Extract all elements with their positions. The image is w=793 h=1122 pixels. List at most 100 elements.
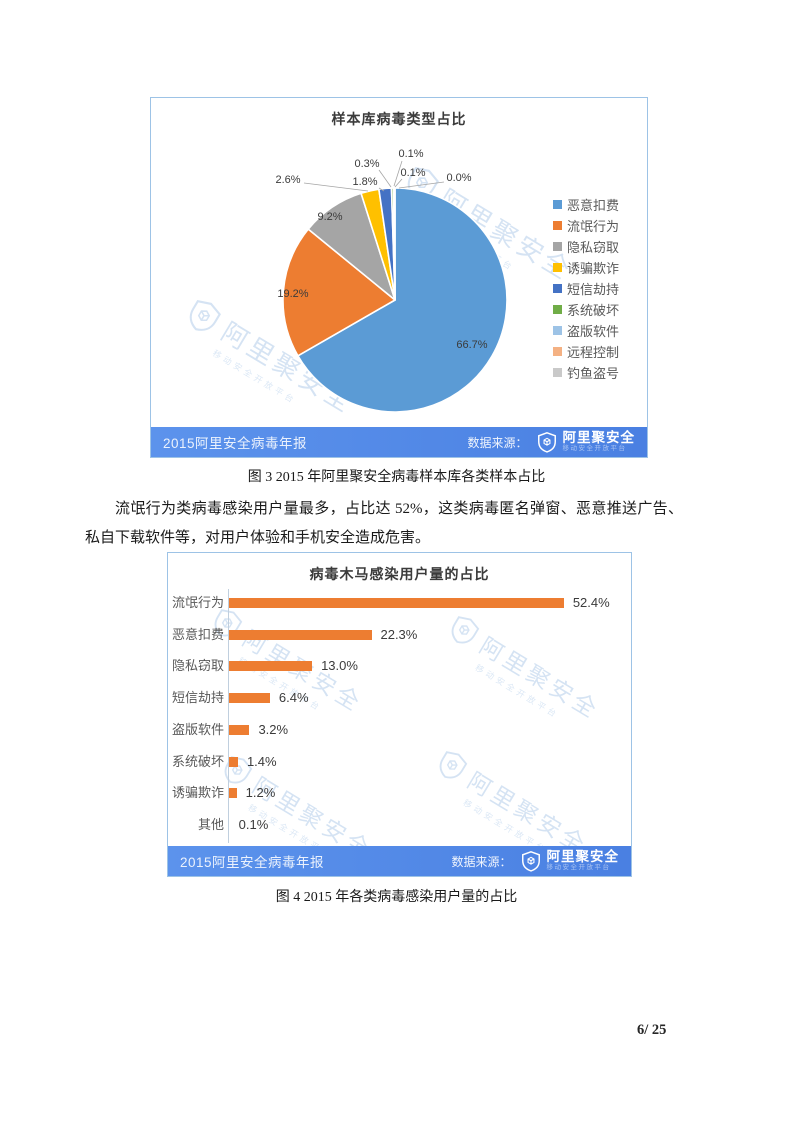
- watermark: 阿里聚安全 移动安全开放平台: [423, 743, 595, 873]
- legend-swatch: [553, 283, 562, 293]
- bar-row-2: 恶意扣费 22.3%: [168, 619, 631, 651]
- pie-data-label: 0.1%: [400, 167, 425, 179]
- shield-logo-icon: [537, 432, 556, 453]
- legend-label: 系统破坏: [567, 302, 620, 318]
- report-name: 2015阿里安全病毒年报: [180, 855, 325, 870]
- legend-label: 远程控制: [567, 344, 620, 360]
- legend-item-3: 隐私窃取: [553, 239, 620, 255]
- shield-logo-icon: [521, 851, 540, 872]
- legend-label: 恶意扣费: [567, 197, 620, 213]
- pie-leader-line: [398, 181, 445, 189]
- page-number: 6/ 25: [637, 1022, 667, 1038]
- pie-data-label: 19.2%: [277, 288, 308, 300]
- bar-plot: 流氓行为 52.4% 恶意扣费 22.3% 隐私窃取 13.0% 短信劫持 6.4% 盗版软件 3…: [168, 553, 631, 846]
- pie-chart-title: 样本库病毒类型占比: [331, 111, 467, 127]
- legend-label: 诱骗欺诈: [567, 260, 620, 276]
- bar-rect: [229, 788, 237, 799]
- legend-item-5: 短信劫持: [553, 281, 620, 297]
- logo-name: 阿里聚安全: [546, 849, 619, 864]
- bar-value-label: 1.4%: [246, 753, 277, 769]
- bar-chart-panel: 阿里聚安全 移动安全开放平台 阿里聚安全 移动安全开放平台 阿里聚安全 移动安全…: [167, 552, 632, 877]
- body-paragraph: 流氓行为类病毒感染用户量最多，占比达 52%，这类病毒匿名弹窗、恶意推送广告、私…: [85, 501, 683, 546]
- aliju-security-logo: 阿里聚安全 移动安全开放平台: [536, 430, 636, 453]
- bar-rect: [229, 724, 250, 735]
- bar-value-label: 13.0%: [321, 658, 358, 674]
- bar-axis-line: [228, 589, 229, 843]
- pie-data-label: 2.6%: [275, 174, 300, 186]
- bar-category-label: 恶意扣费: [171, 626, 224, 642]
- figure-4-caption: 图 4 2015 年各类病毒感染用户量的占比: [275, 890, 518, 905]
- shield-watermark-icon: [451, 616, 480, 644]
- legend-item-4: 诱骗欺诈: [553, 260, 620, 276]
- legend-swatch: [553, 367, 562, 377]
- bar-value-label: 52.4%: [572, 595, 610, 610]
- pie-leader-line: [303, 182, 369, 192]
- bar-rect: [229, 756, 238, 767]
- bar-value-label: 22.3%: [380, 626, 418, 642]
- chart-footer-bar: 2015阿里安全病毒年报 数据来源： 阿里聚安全 移动安全开放平台: [168, 846, 631, 876]
- logo-tagline: 移动安全开放平台: [546, 864, 611, 872]
- legend-swatch: [553, 262, 562, 272]
- bar-row-5: 盗版软件 3.2%: [168, 714, 631, 746]
- bar-rect: [229, 629, 372, 640]
- legend-swatch: [553, 241, 562, 251]
- pie-slice-2: [282, 228, 396, 357]
- watermark: 阿里聚安全 移动安全开放平台: [435, 608, 607, 738]
- watermark: 阿里聚安全 移动安全开放平台: [208, 748, 380, 876]
- pie-data-label: 0.0%: [446, 172, 471, 184]
- pie-data-label: 0.3%: [354, 158, 379, 170]
- legend-item-6: 系统破坏: [553, 302, 620, 318]
- pie-legend: 恶意扣费流氓行为隐私窃取诱骗欺诈短信劫持系统破坏盗版软件远程控制钓鱼盗号: [553, 197, 619, 386]
- pie-leader-line: [378, 169, 392, 188]
- pie-leader-line: [378, 187, 385, 192]
- bar-row-8: 其他 0.1%: [168, 809, 631, 841]
- bar-category-label: 盗版软件: [171, 721, 224, 737]
- chart-footer-bar: 2015阿里安全病毒年报 数据来源： 阿里聚安全 移动安全开放平台: [151, 427, 647, 457]
- shield-watermark-icon: [439, 751, 468, 779]
- report-name: 2015阿里安全病毒年报: [163, 436, 308, 451]
- bar-row-3: 隐私窃取 13.0%: [168, 650, 631, 682]
- pie-chart-panel: 阿里聚安全 移动安全开放平台 阿里聚安全 移动安全开放平台 样本库病毒类型占比 …: [150, 97, 648, 458]
- bar-chart-title: 病毒木马感染用户量的占比: [309, 566, 490, 582]
- pie-data-label: 0.1%: [398, 148, 423, 160]
- legend-swatch: [553, 220, 562, 230]
- bar-value-label: 1.2%: [245, 785, 276, 801]
- shield-watermark-icon: [224, 756, 253, 784]
- bar-row-7: 诱骗欺诈 1.2%: [168, 777, 631, 809]
- bar-rect: [229, 598, 564, 608]
- bar-value-label: 6.4%: [278, 690, 309, 706]
- logo-tagline: 移动安全开放平台: [562, 445, 627, 453]
- legend-label: 流氓行为: [567, 218, 620, 234]
- data-source-label: 数据来源：: [467, 435, 528, 450]
- legend-item-1: 恶意扣费: [553, 197, 620, 213]
- bar-row-6: 系统破坏 1.4%: [168, 746, 631, 778]
- legend-label: 短信劫持: [567, 281, 620, 297]
- pie-data-label: 1.8%: [352, 176, 377, 188]
- legend-label: 隐私窃取: [567, 239, 620, 255]
- pie-plot: 66.7% 19.2% 9.2% 2.6% 1.8% 0.3% 0.1% 0.1% 0.0%: [275, 148, 508, 413]
- legend-label: 钓鱼盗号: [567, 365, 620, 381]
- legend-swatch: [553, 325, 562, 335]
- pie-slice-1: [297, 187, 508, 413]
- aliju-security-logo: 阿里聚安全 移动安全开放平台: [520, 849, 620, 872]
- legend-item-7: 盗版软件: [553, 323, 619, 339]
- bar-rect: [229, 693, 270, 704]
- bar-category-label: 诱骗欺诈: [171, 785, 224, 801]
- legend-item-8: 远程控制: [553, 344, 620, 360]
- logo-name: 阿里聚安全: [562, 430, 635, 445]
- bar-row-1: 流氓行为 52.4%: [168, 587, 631, 619]
- pie-leader-line: [394, 178, 403, 188]
- watermark: 阿里聚安全 移动安全开放平台: [173, 291, 363, 433]
- pie-leader-line: [393, 160, 403, 187]
- data-source-label: 数据来源：: [451, 854, 512, 869]
- bar-category-label: 隐私窃取: [171, 658, 224, 674]
- pie-data-label: 66.7%: [456, 339, 487, 351]
- legend-swatch: [553, 304, 562, 314]
- bar-rect: [229, 661, 313, 672]
- bar-category-label: 其他: [197, 816, 224, 832]
- bar-row-4: 短信劫持 6.4%: [168, 682, 631, 714]
- bar-category-label: 流氓行为: [171, 595, 224, 610]
- figure-3-caption: 图 3 2015 年阿里聚安全病毒样本库各类样本占比: [247, 470, 546, 485]
- pie-slice-8: [393, 187, 396, 301]
